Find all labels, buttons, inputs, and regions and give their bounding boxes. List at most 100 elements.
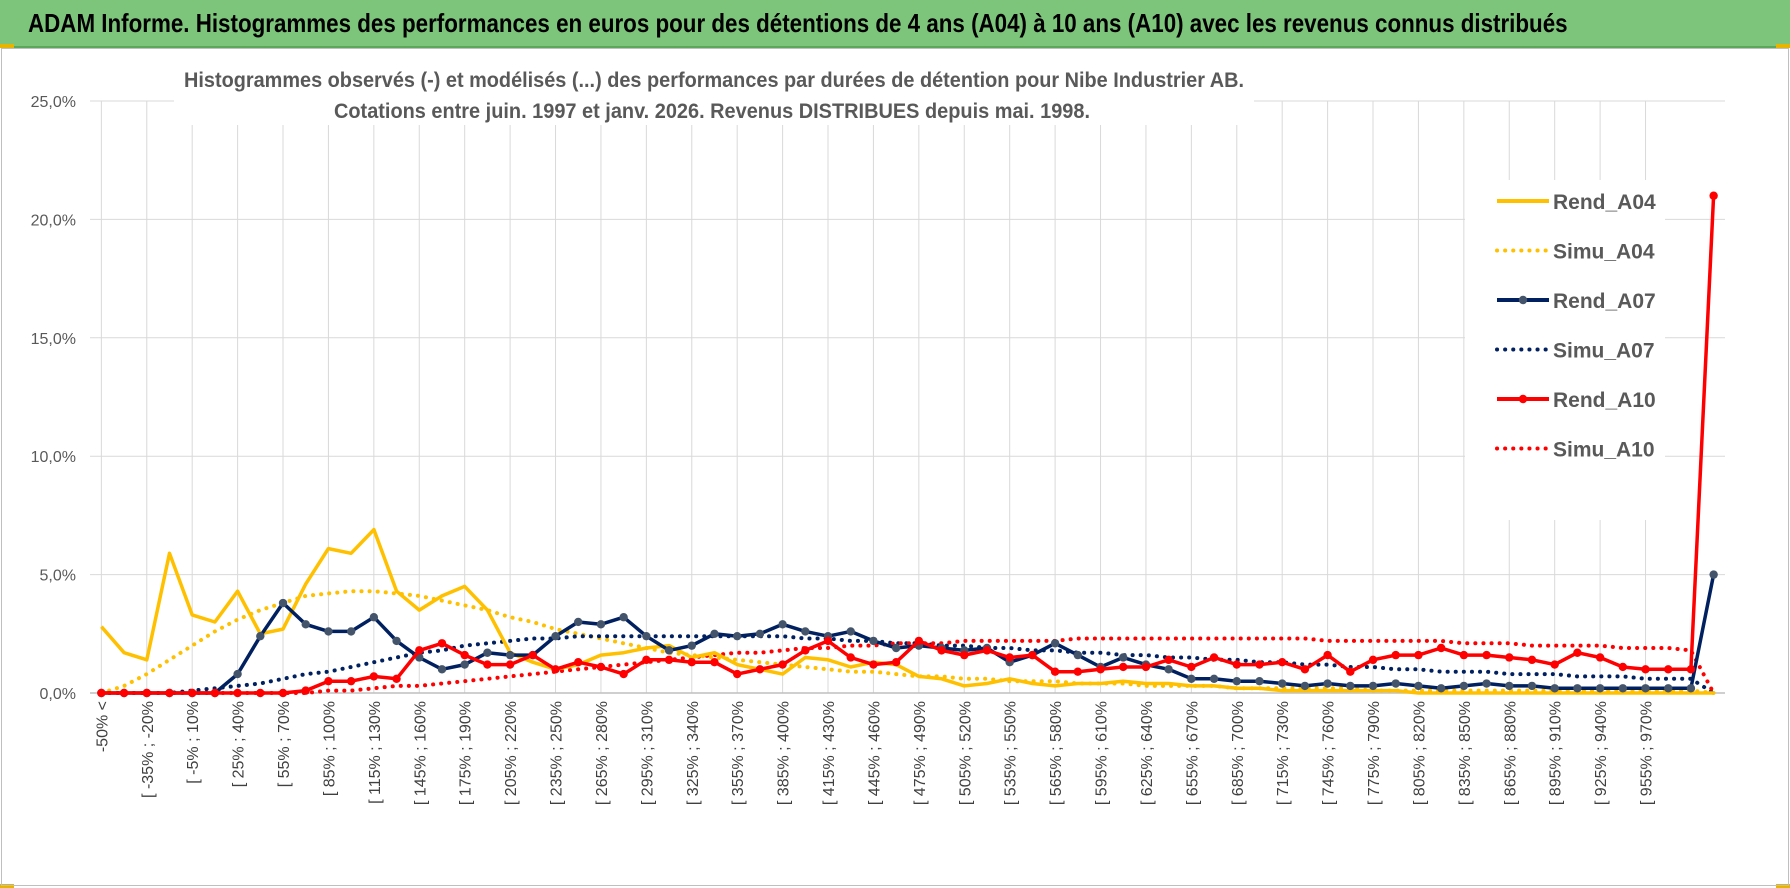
data-point: [301, 686, 310, 695]
x-tick-label: [ 745% ; 760%: [1321, 701, 1338, 805]
data-point: [823, 636, 833, 646]
data-point: [119, 688, 129, 698]
legend-item: Rend_A10: [1497, 389, 1656, 412]
legend-label: Rend_A10: [1553, 389, 1656, 412]
data-point: [1209, 653, 1219, 662]
data-point: [1164, 665, 1173, 674]
data-point: [732, 669, 742, 679]
x-tick-label: [ 775% ; 790%: [1366, 701, 1383, 805]
data-point: [869, 636, 878, 646]
data-point: [1505, 681, 1514, 691]
x-tick-label: [ 235% ; 250%: [549, 701, 566, 805]
legend-label: Rend_A04: [1553, 191, 1656, 214]
data-point: [1277, 658, 1287, 667]
data-point: [846, 627, 855, 636]
data-point: [142, 688, 151, 698]
series-line: [100, 527, 1714, 695]
data-point: [1641, 684, 1650, 693]
data-point: [1300, 665, 1310, 674]
x-tick-label: [ 265% ; 280%: [594, 701, 611, 805]
data-point: [392, 636, 401, 646]
data-point: [755, 629, 765, 638]
data-point: [1391, 650, 1400, 660]
data-point: [1550, 660, 1559, 669]
data-point: [1073, 667, 1083, 676]
data-point: [1255, 660, 1264, 669]
y-tick-label: 20,0%: [31, 212, 76, 229]
x-tick-label: [ 25% ; 40%: [231, 701, 248, 787]
data-point: [301, 620, 310, 629]
data-point: [369, 672, 379, 681]
data-point: [1595, 684, 1605, 693]
data-point: [210, 688, 220, 698]
series-simu-a10: [99, 636, 1716, 695]
data-point: [233, 688, 242, 698]
data-point: [551, 665, 560, 674]
data-point: [1505, 653, 1514, 662]
data-point: [960, 650, 969, 660]
data-point: [1618, 662, 1628, 672]
data-point: [97, 688, 106, 698]
x-tick-label: -50% <: [94, 701, 111, 752]
series-line: [99, 636, 1716, 695]
data-point: [346, 676, 356, 686]
chart-legend: Rend_A04 Simu_A04 Rend_A07 Simu_A07 Rend_A10…: [1495, 191, 1656, 462]
legend-item: Simu_A10: [1495, 439, 1655, 462]
y-tick-label: 25,0%: [31, 94, 76, 111]
histogram-chart: 0,0% 5,0% 10,0% 15,0% 20,0% 25,0% -50% < [ -35…: [31, 61, 1725, 805]
x-tick-label: [ 415% ; 430%: [821, 701, 838, 805]
data-point: [664, 646, 674, 655]
data-point: [324, 627, 333, 636]
corner-accent-bottom-right: [1776, 884, 1790, 888]
data-point: [1709, 570, 1718, 579]
x-tick-label: [ 445% ; 460%: [866, 701, 883, 805]
x-tick-label: [ 145% ; 160%: [412, 701, 429, 805]
data-point: [1414, 650, 1423, 660]
chart-title-line2: Cotations entre juin. 1997 et janv. 2026…: [334, 100, 1090, 123]
x-tick-label: [ 715% ; 730%: [1275, 701, 1292, 805]
data-point: [801, 627, 810, 636]
data-point: [1187, 674, 1196, 683]
data-point: [1119, 653, 1128, 662]
legend-marker: [1518, 295, 1528, 305]
data-point: [1346, 667, 1355, 676]
data-point: [574, 658, 583, 667]
legend-item: Rend_A07: [1497, 290, 1656, 313]
series-rend-a04: [100, 527, 1714, 695]
data-point: [1436, 684, 1446, 693]
data-point: [1277, 679, 1287, 688]
x-tick-label: [ 295% ; 310%: [639, 701, 656, 805]
x-tick-label: [ 805% ; 820%: [1411, 701, 1428, 805]
x-tick-label: [ 925% ; 940%: [1593, 701, 1610, 805]
y-tick-label: 10,0%: [31, 449, 76, 466]
data-point: [710, 629, 719, 638]
report-header: ADAM Informe. Histogrammes des performan…: [0, 0, 1790, 48]
data-point: [187, 688, 197, 698]
data-point: [1346, 681, 1355, 691]
data-point: [687, 641, 696, 650]
data-point: [642, 655, 651, 665]
data-point: [278, 598, 288, 608]
x-tick-label: [ 655% ; 670%: [1184, 701, 1201, 805]
x-tick-label: [ 685% ; 700%: [1230, 701, 1247, 805]
data-point: [256, 631, 265, 641]
legend-label: Rend_A07: [1553, 290, 1656, 313]
legend-label: Simu_A04: [1553, 241, 1655, 264]
data-point: [528, 650, 538, 660]
chart-title-line1: Histogrammes observés (-) et modélisés (…: [184, 69, 1244, 92]
data-point: [1664, 665, 1673, 674]
x-tick-label: [ 565% ; 580%: [1048, 701, 1065, 805]
data-point: [596, 620, 606, 629]
data-point: [914, 636, 924, 646]
data-point: [732, 631, 742, 641]
legend-item: Simu_A07: [1495, 340, 1655, 363]
data-point: [1323, 679, 1332, 688]
data-point: [1550, 684, 1559, 693]
data-point: [1164, 655, 1173, 665]
data-point: [1300, 681, 1310, 691]
y-tick-label: 15,0%: [31, 331, 76, 348]
data-point: [1209, 674, 1219, 683]
data-point: [1073, 650, 1083, 660]
x-tick-label: [ 535% ; 550%: [1003, 701, 1020, 805]
data-point: [483, 660, 492, 669]
